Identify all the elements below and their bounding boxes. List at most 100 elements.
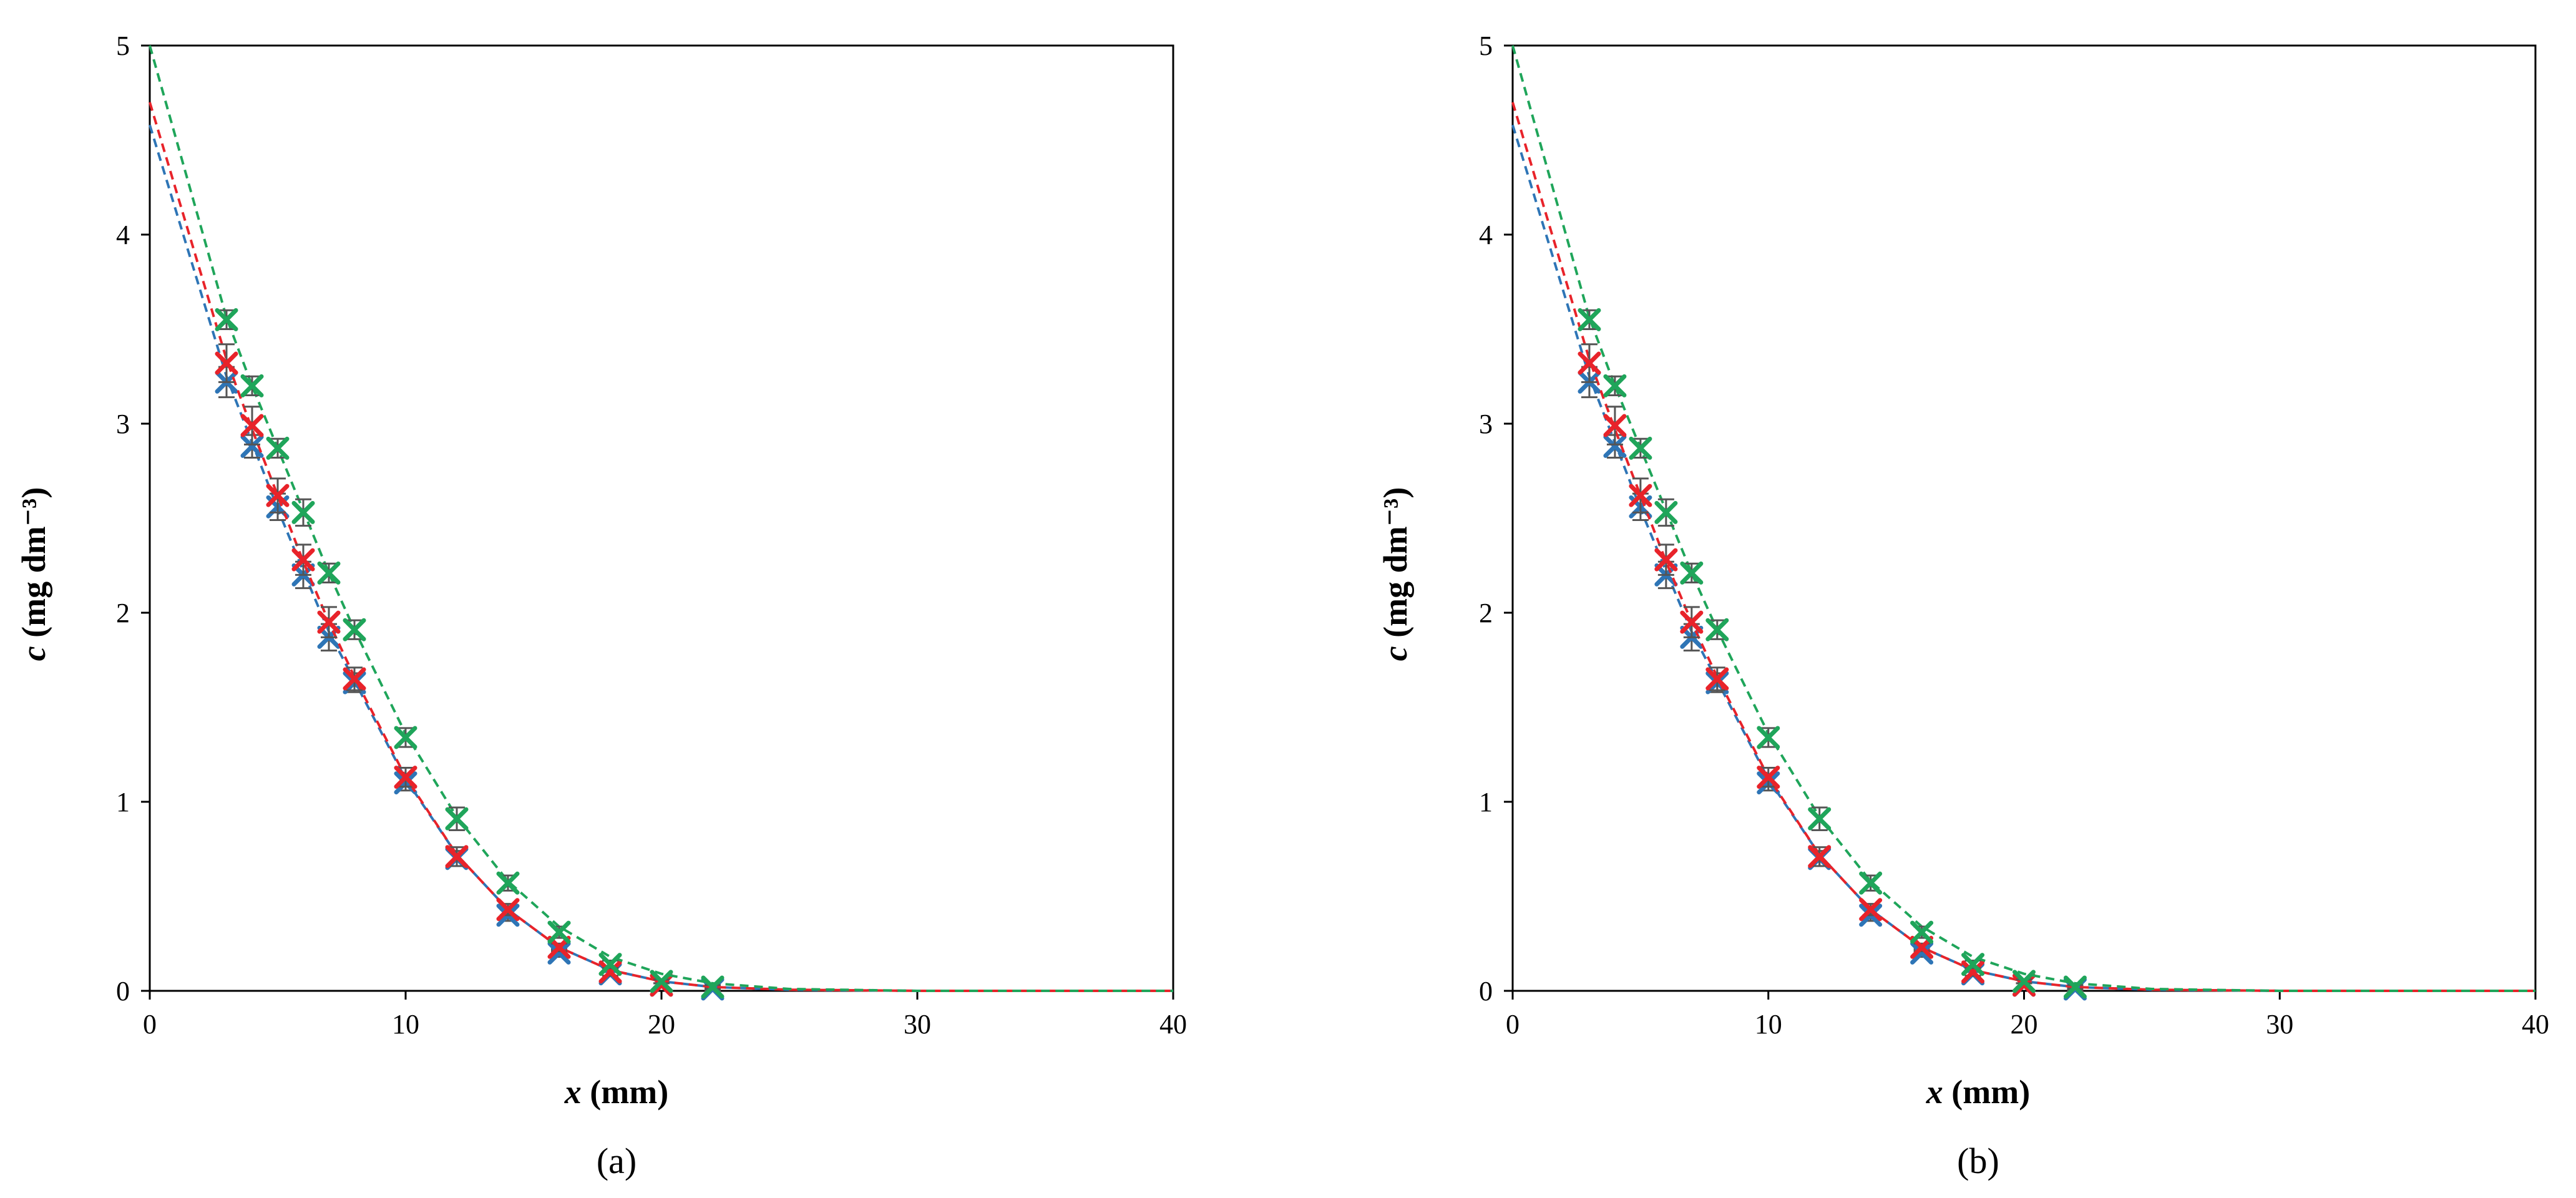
- chart-b-series-2-point: [1808, 806, 1832, 831]
- chart-b-series-2-marker-stroke-2: [1961, 953, 1985, 976]
- chart-a-series-1-point: [445, 845, 469, 869]
- chart-a-series-1-point: [317, 606, 341, 638]
- chart-a-svg: 0 10 20 30 40 0 1 2 3 4 5 x (mm) c (mg dm⁻³) (a): [15, 31, 1187, 1181]
- chart-a-series-1-marker-stroke-2: [266, 484, 290, 507]
- chart-b-series-1-marker-stroke-2: [1680, 610, 1704, 634]
- chart-a-series-1-point: [291, 543, 315, 576]
- chart-a-series-2-point: [317, 561, 341, 585]
- chart-b-y-tick-label: 2: [1479, 598, 1493, 628]
- chart-b-y-tick-label: 4: [1479, 220, 1493, 250]
- chart-b-series-2-marker-stroke-2: [1910, 920, 1934, 944]
- chart-b-series-2-marker-stroke-2: [1654, 500, 1678, 524]
- chart-b-series-1-marker-stroke-2: [1578, 351, 1601, 375]
- chart-panel-a: 0 10 20 30 40 0 1 2 3 4 5 x (mm) c (mg dm⁻³) (a): [15, 31, 1187, 1181]
- chart-b-series-2-point: [1910, 920, 1934, 944]
- chart-a-series-2-marker-stroke-2: [496, 871, 520, 895]
- chart-a-x-tick-label: 30: [904, 1009, 931, 1040]
- chart-a-y-tick-label: 5: [116, 31, 130, 61]
- chart-b-series-1-marker-stroke-2: [1654, 548, 1678, 572]
- chart-a-series-1-marker-stroke-2: [291, 548, 315, 572]
- chart-a-series-2-marker-stroke-2: [650, 970, 673, 993]
- chart-a-series-1-marker-stroke-2: [343, 667, 366, 691]
- chart-b-series-1-point: [1578, 343, 1601, 383]
- chart-b-series-0-marker-stroke-2: [1910, 941, 1934, 965]
- chart-b-series-2-marker-stroke-2: [1808, 807, 1832, 830]
- chart-a-series-2-point: [650, 970, 673, 993]
- chart-b-series-0-point: [1910, 941, 1934, 965]
- chart-a-series-2-marker-stroke-2: [598, 953, 622, 976]
- chart-a-series-0-marker-stroke-2: [240, 434, 264, 458]
- chart-a-series-1-marker-stroke-2: [598, 960, 622, 984]
- chart-b-series-1-point: [1859, 898, 1883, 922]
- chart-b-series-2-marker-stroke-2: [2012, 970, 2036, 993]
- chart-a-series-2-point: [701, 975, 724, 999]
- chart-a-series-2-point: [240, 374, 264, 397]
- chart-a-caption: (a): [597, 1141, 637, 1181]
- chart-b-series-2-point: [1603, 374, 1627, 397]
- chart-a-series-1-marker-stroke-2: [215, 351, 238, 375]
- chart-a-series-2-marker-stroke-2: [215, 308, 238, 331]
- chart-b-series-1-point: [1629, 477, 1652, 514]
- chart-b-x-tick-label: 10: [1755, 1009, 1782, 1040]
- chart-b-series-1-point: [1808, 845, 1832, 869]
- chart-b-x-tick-label: 20: [2011, 1009, 2038, 1040]
- chart-panel-b: 0 10 20 30 40 0 1 2 3 4 5 x (mm) c (mg dm⁻³) (b): [1288, 0, 2576, 1198]
- chart-a-series-2-marker-stroke-2: [240, 374, 264, 397]
- chart-a-series-2-marker-stroke-2: [317, 561, 341, 585]
- chart-b-series-2-marker-stroke-2: [1705, 618, 1729, 641]
- chart-b-series-2-marker-stroke-2: [1757, 726, 1780, 749]
- chart-b-series-2-point: [1680, 561, 1704, 585]
- chart-a-series-2-marker-stroke-2: [291, 500, 315, 524]
- chart-a-series-1-point: [394, 766, 417, 789]
- chart-a-x-axis-title: x (mm): [564, 1073, 668, 1111]
- chart-a-series-2-point: [343, 618, 366, 641]
- chart-a-x-tick-label: 20: [648, 1009, 675, 1040]
- chart-a-series-1-fit-line: [149, 102, 1173, 992]
- chart-a-series-2-point: [496, 871, 520, 895]
- chart-a-y-tick-label: 4: [116, 220, 130, 250]
- chart-a-series-2-point: [445, 806, 469, 831]
- chart-b-svg: 0 10 20 30 40 0 1 2 3 4 5 x (mm) c (mg dm⁻³) (b): [1377, 31, 2549, 1181]
- chart-a-series-0-marker-stroke-2: [547, 941, 571, 965]
- chart-b-series-2-point: [1654, 498, 1678, 527]
- chart-b-series-1-point: [1603, 406, 1627, 446]
- chart-b-series-1-marker-stroke-2: [1705, 667, 1729, 691]
- chart-a-series-1-point: [266, 477, 290, 514]
- chart-b-series-1-marker-stroke-2: [1603, 414, 1627, 437]
- chart-a-series-2-marker-stroke-2: [266, 436, 290, 460]
- chart-b-y-tick-label: 0: [1479, 976, 1493, 1006]
- chart-a-series-1-point: [343, 666, 366, 691]
- chart-b-series-1-marker-stroke-2: [1757, 766, 1780, 789]
- chart-b-x-tick-label: 30: [2266, 1009, 2293, 1040]
- chart-b-series-1-marker-stroke-2: [1808, 845, 1832, 869]
- chart-b-x-axis-title: x (mm): [1926, 1073, 2030, 1111]
- chart-a-y-tick-label: 2: [116, 598, 130, 628]
- chart-a-x-tick-label: 10: [392, 1009, 419, 1040]
- chart-b-series-2-point: [1578, 308, 1601, 331]
- chart-b-series-2-point: [1961, 953, 1985, 976]
- chart-a-series-2-point: [598, 953, 622, 976]
- chart-a-series-1-marker-stroke-2: [240, 414, 264, 437]
- chart-a-x-tick-label: 40: [1159, 1009, 1187, 1040]
- chart-b-series-2-point: [1859, 871, 1883, 895]
- chart-b-y-axis-title: c (mg dm⁻³): [1377, 487, 1414, 661]
- chart-b-series-1-point: [1680, 606, 1704, 638]
- chart-b-caption: (b): [1957, 1141, 1999, 1181]
- chart-a-y-tick-label: 3: [116, 409, 130, 439]
- chart-b-series-1-marker-stroke-2: [1961, 960, 1985, 984]
- chart-a-series-1-marker-stroke-2: [496, 898, 520, 922]
- chart-a-series-2-point: [215, 308, 238, 331]
- chart-a-series-1-marker-stroke-2: [445, 845, 469, 869]
- chart-a-y-tick-label: 0: [116, 976, 130, 1006]
- chart-b-x-tick-label: 40: [2522, 1009, 2549, 1040]
- chart-b-series-2-point: [1757, 726, 1780, 749]
- chart-a-series-2-marker-stroke-2: [343, 618, 366, 641]
- chart-b-series-2-marker-stroke-2: [1680, 561, 1704, 585]
- chart-b-series-2-marker-stroke-2: [1578, 308, 1601, 331]
- chart-b-series-1-marker-stroke-2: [1859, 898, 1883, 922]
- chart-b-y-tick-label: 3: [1479, 409, 1493, 439]
- chart-a-series-1-point: [215, 343, 238, 383]
- chart-a-series-1-point: [496, 898, 520, 922]
- chart-a-y-axis-title: c (mg dm⁻³): [15, 487, 52, 661]
- chart-b-x-tick-label: 0: [1506, 1009, 1520, 1040]
